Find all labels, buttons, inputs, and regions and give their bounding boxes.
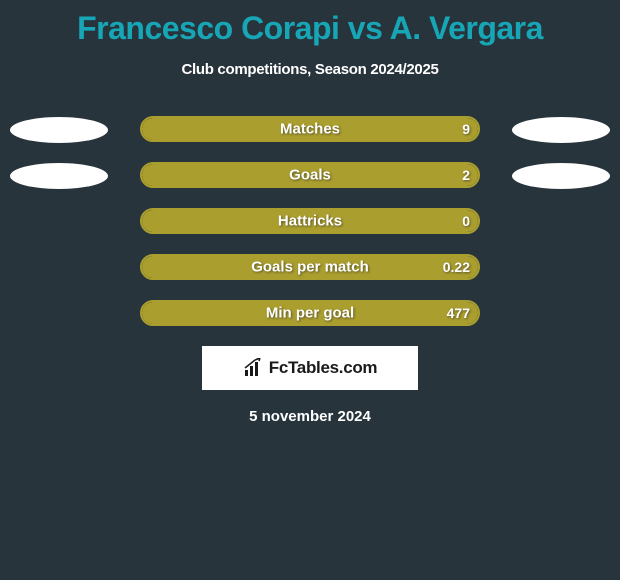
stat-label: Min per goal (266, 305, 354, 322)
stat-row: Goals 2 (0, 162, 620, 190)
vs-label: vs (348, 10, 383, 46)
player2-value: 0 (462, 213, 470, 229)
stat-bar-track: Hattricks 0 (140, 208, 480, 234)
stat-label: Goals per match (251, 259, 369, 276)
stat-row: Matches 9 (0, 116, 620, 144)
date-label: 5 november 2024 (0, 408, 620, 425)
stat-bar-track: Min per goal 477 (140, 300, 480, 326)
stat-row: Goals per match 0.22 (0, 254, 620, 282)
bar-chart-icon (243, 358, 265, 378)
stat-row: Hattricks 0 (0, 208, 620, 236)
player2-name: A. Vergara (390, 10, 543, 46)
player2-value: 2 (462, 167, 470, 183)
player2-value: 477 (447, 305, 470, 321)
comparison-title: Francesco Corapi vs A. Vergara (0, 0, 620, 47)
stats-container: Matches 9 Goals 2 Hattricks 0 Goals per match 0… (0, 116, 620, 328)
player1-value-ellipse (10, 163, 108, 189)
stat-bar-track: Goals 2 (140, 162, 480, 188)
player2-value: 0.22 (443, 259, 470, 275)
stat-label: Hattricks (278, 213, 342, 230)
player2-value-ellipse (512, 163, 610, 189)
player2-value-ellipse (512, 117, 610, 143)
player1-name: Francesco Corapi (77, 10, 339, 46)
player2-value: 9 (462, 121, 470, 137)
player1-value-ellipse (10, 117, 108, 143)
brand-box: FcTables.com (202, 346, 418, 390)
stat-bar-track: Matches 9 (140, 116, 480, 142)
brand-text: FcTables.com (269, 358, 378, 378)
stat-bar-track: Goals per match 0.22 (140, 254, 480, 280)
subtitle: Club competitions, Season 2024/2025 (0, 61, 620, 78)
stat-label: Goals (289, 167, 331, 184)
stat-label: Matches (280, 121, 340, 138)
stat-row: Min per goal 477 (0, 300, 620, 328)
